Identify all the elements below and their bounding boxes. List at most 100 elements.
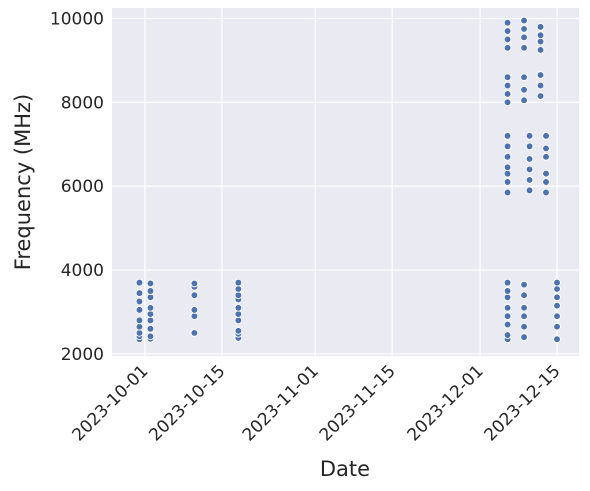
data-point — [525, 132, 534, 140]
data-point — [503, 178, 512, 186]
data-point — [520, 322, 528, 331]
y-tick-label: 4000 — [61, 261, 104, 281]
data-point — [520, 333, 528, 341]
data-point — [135, 306, 144, 314]
data-point — [234, 285, 243, 293]
x-tick-label: 2023-10-15 — [145, 361, 229, 445]
data-point — [503, 73, 512, 82]
data-point — [553, 301, 561, 310]
data-point — [553, 285, 561, 293]
data-point — [542, 144, 550, 153]
data-point — [234, 291, 243, 300]
y-axis-title: Frequency (MHz) — [11, 94, 35, 270]
data-point — [503, 278, 512, 287]
data-point — [553, 335, 561, 344]
data-point — [503, 81, 512, 90]
data-point — [520, 96, 528, 105]
data-points — [135, 16, 561, 344]
data-point — [503, 132, 512, 140]
data-point — [234, 316, 243, 325]
data-point — [146, 293, 155, 302]
data-point — [190, 279, 199, 288]
data-point — [503, 320, 512, 329]
data-point — [520, 85, 528, 94]
data-point — [503, 18, 512, 27]
data-point — [503, 27, 512, 35]
data-point — [542, 188, 550, 197]
data-point — [503, 312, 512, 321]
data-point — [536, 37, 545, 46]
y-tick-label: 8000 — [61, 93, 104, 113]
data-point — [553, 278, 561, 287]
data-point — [190, 329, 199, 337]
data-point — [146, 332, 155, 341]
data-point — [536, 46, 545, 54]
data-point — [542, 152, 550, 161]
y-tick-labels: 2000 4000 6000 8000 10000 — [50, 9, 104, 364]
data-point — [135, 297, 144, 306]
data-point — [503, 287, 512, 295]
data-point — [553, 312, 561, 321]
data-point — [135, 316, 144, 325]
data-point — [146, 303, 155, 312]
data-point — [146, 279, 155, 288]
data-point — [525, 186, 534, 195]
data-point — [146, 310, 155, 318]
y-tick-label: 2000 — [61, 345, 104, 365]
data-point — [520, 312, 528, 321]
x-axis-title: Date — [320, 457, 370, 481]
x-tick-label: 2023-12-15 — [481, 361, 565, 445]
data-point — [503, 35, 512, 44]
data-point — [146, 324, 155, 333]
data-point — [520, 43, 528, 52]
data-point — [503, 331, 512, 339]
data-point — [536, 71, 545, 79]
data-point — [520, 291, 528, 300]
x-tick-label: 2023-11-01 — [239, 361, 323, 445]
data-point — [503, 188, 512, 197]
data-point — [553, 322, 561, 331]
data-point — [146, 287, 155, 295]
data-point — [503, 90, 512, 98]
data-point — [234, 303, 243, 312]
data-point — [135, 329, 144, 337]
data-point — [525, 176, 534, 184]
data-point — [503, 142, 512, 151]
data-point — [520, 25, 528, 33]
data-point — [542, 132, 550, 140]
data-point — [234, 310, 243, 318]
data-point — [503, 98, 512, 107]
data-point — [146, 316, 155, 325]
x-tick-label: 2023-11-15 — [316, 361, 400, 445]
data-point — [525, 165, 534, 174]
data-point — [525, 142, 534, 151]
data-point — [553, 293, 561, 302]
data-point — [520, 16, 528, 25]
data-point — [503, 152, 512, 161]
data-point — [190, 312, 199, 321]
data-point — [503, 169, 512, 178]
data-point — [503, 43, 512, 52]
data-point — [135, 289, 144, 297]
data-point — [190, 306, 199, 314]
data-point — [536, 31, 545, 40]
data-point — [520, 73, 528, 82]
plot-area — [112, 8, 579, 356]
data-point — [234, 278, 243, 287]
data-point — [536, 23, 545, 31]
data-point — [542, 169, 550, 178]
data-point — [525, 155, 534, 163]
data-point — [520, 33, 528, 42]
data-point — [542, 178, 550, 186]
y-tick-label: 6000 — [61, 177, 104, 197]
y-tick-label: 10000 — [50, 9, 104, 29]
data-point — [536, 92, 545, 100]
data-point — [503, 303, 512, 312]
data-point — [135, 322, 144, 331]
data-point — [503, 163, 512, 172]
x-tick-label: 2023-10-01 — [68, 361, 152, 445]
data-point — [234, 326, 243, 335]
data-point — [536, 81, 545, 90]
